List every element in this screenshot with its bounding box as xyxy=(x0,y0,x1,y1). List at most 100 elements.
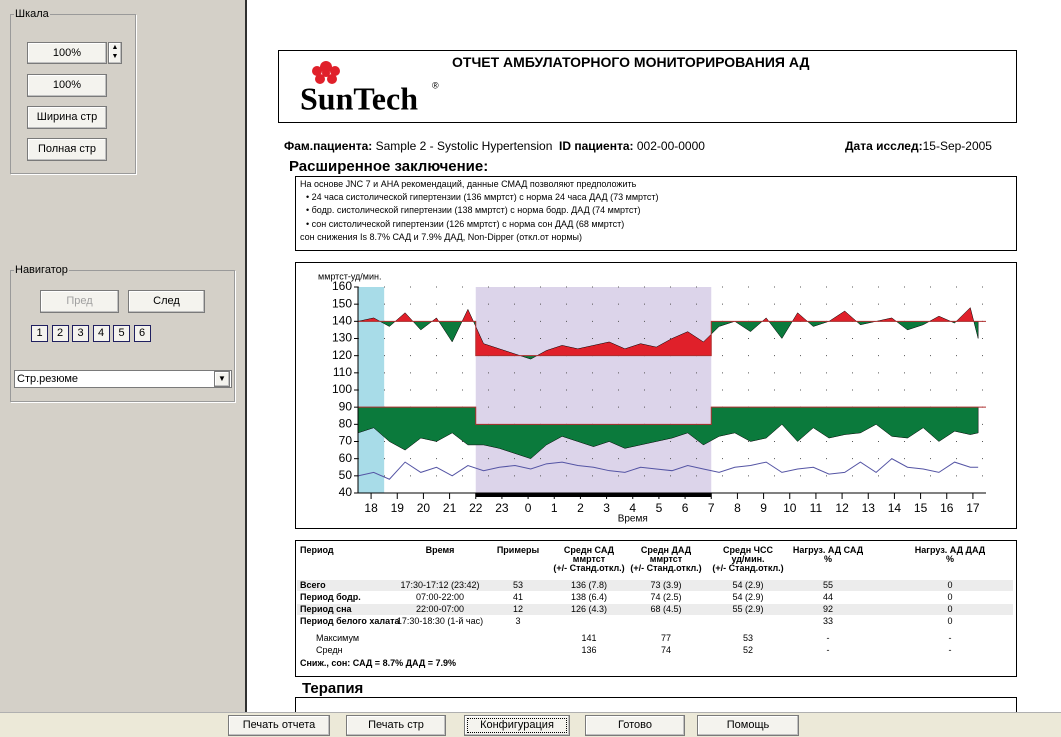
logo-text: SunTech xyxy=(300,80,418,116)
table-header: % xyxy=(945,554,955,564)
table-cell: 52 xyxy=(742,645,754,655)
y-tick-label: 70 xyxy=(339,434,353,448)
button[interactable]: Полная стр xyxy=(27,138,107,161)
x-tick-label: 2 xyxy=(577,501,584,515)
y-tick-label: 90 xyxy=(339,399,353,413)
y-tick-label: 130 xyxy=(332,331,352,345)
x-tick-label: 10 xyxy=(783,501,797,515)
table-cell: 136 (7.8) xyxy=(570,580,608,590)
button[interactable]: Готово xyxy=(585,715,685,736)
zoom-field[interactable]: 100% xyxy=(27,42,107,64)
page-button[interactable]: 5 xyxy=(113,325,130,342)
table-cell: - xyxy=(948,645,952,655)
table-cell: 53 xyxy=(742,633,754,643)
y-tick-label: 80 xyxy=(339,417,353,431)
button[interactable]: Ширина стр xyxy=(27,106,107,129)
x-tick-label: 14 xyxy=(888,501,902,515)
table-header: Время xyxy=(425,545,455,555)
label: Фам.пациента: xyxy=(284,139,373,153)
table-cell: 68 (4.5) xyxy=(650,604,682,614)
prev-button[interactable]: Пред xyxy=(40,290,119,313)
x-tick-label: 21 xyxy=(443,501,457,515)
table-header: Нагруз. АД САД xyxy=(792,545,864,555)
button[interactable]: Помощь xyxy=(697,715,799,736)
x-tick-label: 9 xyxy=(760,501,767,515)
threshold-line xyxy=(358,320,986,357)
x-tick-label: 8 xyxy=(734,501,741,515)
x-tick-label: 7 xyxy=(708,501,715,515)
y-tick-label: 60 xyxy=(339,451,353,465)
x-tick-label: 23 xyxy=(495,501,509,515)
table-cell: 136 xyxy=(581,645,597,655)
spinner[interactable]: ▲ ▼ xyxy=(108,42,122,64)
table-box xyxy=(295,540,1017,677)
logo: SunTech ® xyxy=(300,61,439,116)
section-title: Расширенное заключение: xyxy=(289,158,489,175)
page-button[interactable]: 1 xyxy=(31,325,48,342)
therapy-box xyxy=(295,697,1017,718)
table-header: (+/- Станд.откл.) xyxy=(712,563,784,573)
group-title: Навигатор xyxy=(14,264,69,276)
x-tick-label: 17 xyxy=(966,501,980,515)
table-cell: 17:30-18:30 (1-й час) xyxy=(396,616,484,626)
table-header: Нагруз. АД ДАД xyxy=(914,545,986,555)
table-cell: 54 (2.9) xyxy=(732,592,764,602)
table-cell: 0 xyxy=(947,616,953,626)
conclusion-line: • 24 часа систолической гипертензии (136… xyxy=(306,192,659,203)
page-button[interactable]: 3 xyxy=(72,325,89,342)
conclusion-line: На основе JNC 7 и AHA рекомендаций, данн… xyxy=(300,179,637,189)
threshold-line xyxy=(358,406,986,425)
line xyxy=(357,458,979,480)
group-title: Шкала xyxy=(14,8,50,20)
table-cell: 92 xyxy=(822,604,834,614)
page-select[interactable]: Стр.резюме xyxy=(14,370,232,388)
logo-icon xyxy=(312,61,340,84)
button[interactable]: 100% xyxy=(27,74,107,97)
table-cell: 41 xyxy=(512,592,524,602)
table-cell: - xyxy=(826,633,830,643)
table-cell: 3 xyxy=(515,616,521,626)
table-cell: 141 xyxy=(581,633,597,643)
table-cell: 74 (2.5) xyxy=(650,592,682,602)
table-cell: 07:00-22:00 xyxy=(415,592,465,602)
x-tick-label: 11 xyxy=(810,501,823,515)
page-button[interactable]: 2 xyxy=(51,325,69,342)
value: Sample 2 - Systolic Hypertension xyxy=(375,139,553,153)
button[interactable]: Печать стр xyxy=(346,715,446,736)
next-button[interactable]: След xyxy=(128,290,205,313)
page-button[interactable]: 6 xyxy=(133,325,151,342)
y-tick-label: 110 xyxy=(333,365,352,379)
table-header: уд/мин. xyxy=(731,554,765,564)
table-cell: 126 (4.3) xyxy=(570,604,608,614)
button[interactable]: Конфигурация xyxy=(464,715,570,736)
y-tick-label: 40 xyxy=(339,485,353,499)
navigator-group: Навигатор xyxy=(10,264,235,402)
date-line: Дата исслед:15-Sep-2005 xyxy=(845,139,992,153)
dropdown-arrow[interactable]: ▼ xyxy=(214,371,230,387)
x-tick-label: 20 xyxy=(417,501,431,515)
x-axis-label: Время xyxy=(618,514,648,525)
x-tick-label: 4 xyxy=(629,501,636,515)
section-title: Терапия xyxy=(302,680,364,697)
table-header: % xyxy=(823,554,833,564)
report-header xyxy=(278,50,1017,123)
x-tick-label: 6 xyxy=(682,501,689,515)
table-cell: 17:30-17:12 (23:42) xyxy=(400,580,480,590)
value: 002-00-0000 xyxy=(636,139,705,153)
x-tick-label: 3 xyxy=(603,501,610,515)
page-button[interactable]: 4 xyxy=(92,325,110,342)
x-tick-label: 0 xyxy=(525,501,532,515)
table-cell: Период белого халата xyxy=(300,616,400,626)
conclusion-line: • сон систолической гипертензии (126 ммр… xyxy=(306,218,625,229)
table-header: (+/- Станд.откл.) xyxy=(553,563,625,573)
button[interactable]: Печать отчета xyxy=(228,715,330,736)
conclusion-box xyxy=(295,176,1017,251)
conclusion-line: сон снижения Is 8.7% САД и 7.9% ДАД, Non… xyxy=(300,231,583,242)
x-tick-label: 16 xyxy=(940,501,954,515)
y-tick-label: 100 xyxy=(332,382,352,396)
y-axis-label: ммртст-уд/мин. xyxy=(318,271,381,281)
table-cell: Всего xyxy=(300,580,326,590)
report-title: ОТЧЕТ АМБУЛАТОРНОГО МОНИТОРИРОВАНИЯ АД xyxy=(452,54,810,70)
x-tick-label: 1 xyxy=(551,501,558,515)
label: Дата исслед: xyxy=(845,139,923,153)
